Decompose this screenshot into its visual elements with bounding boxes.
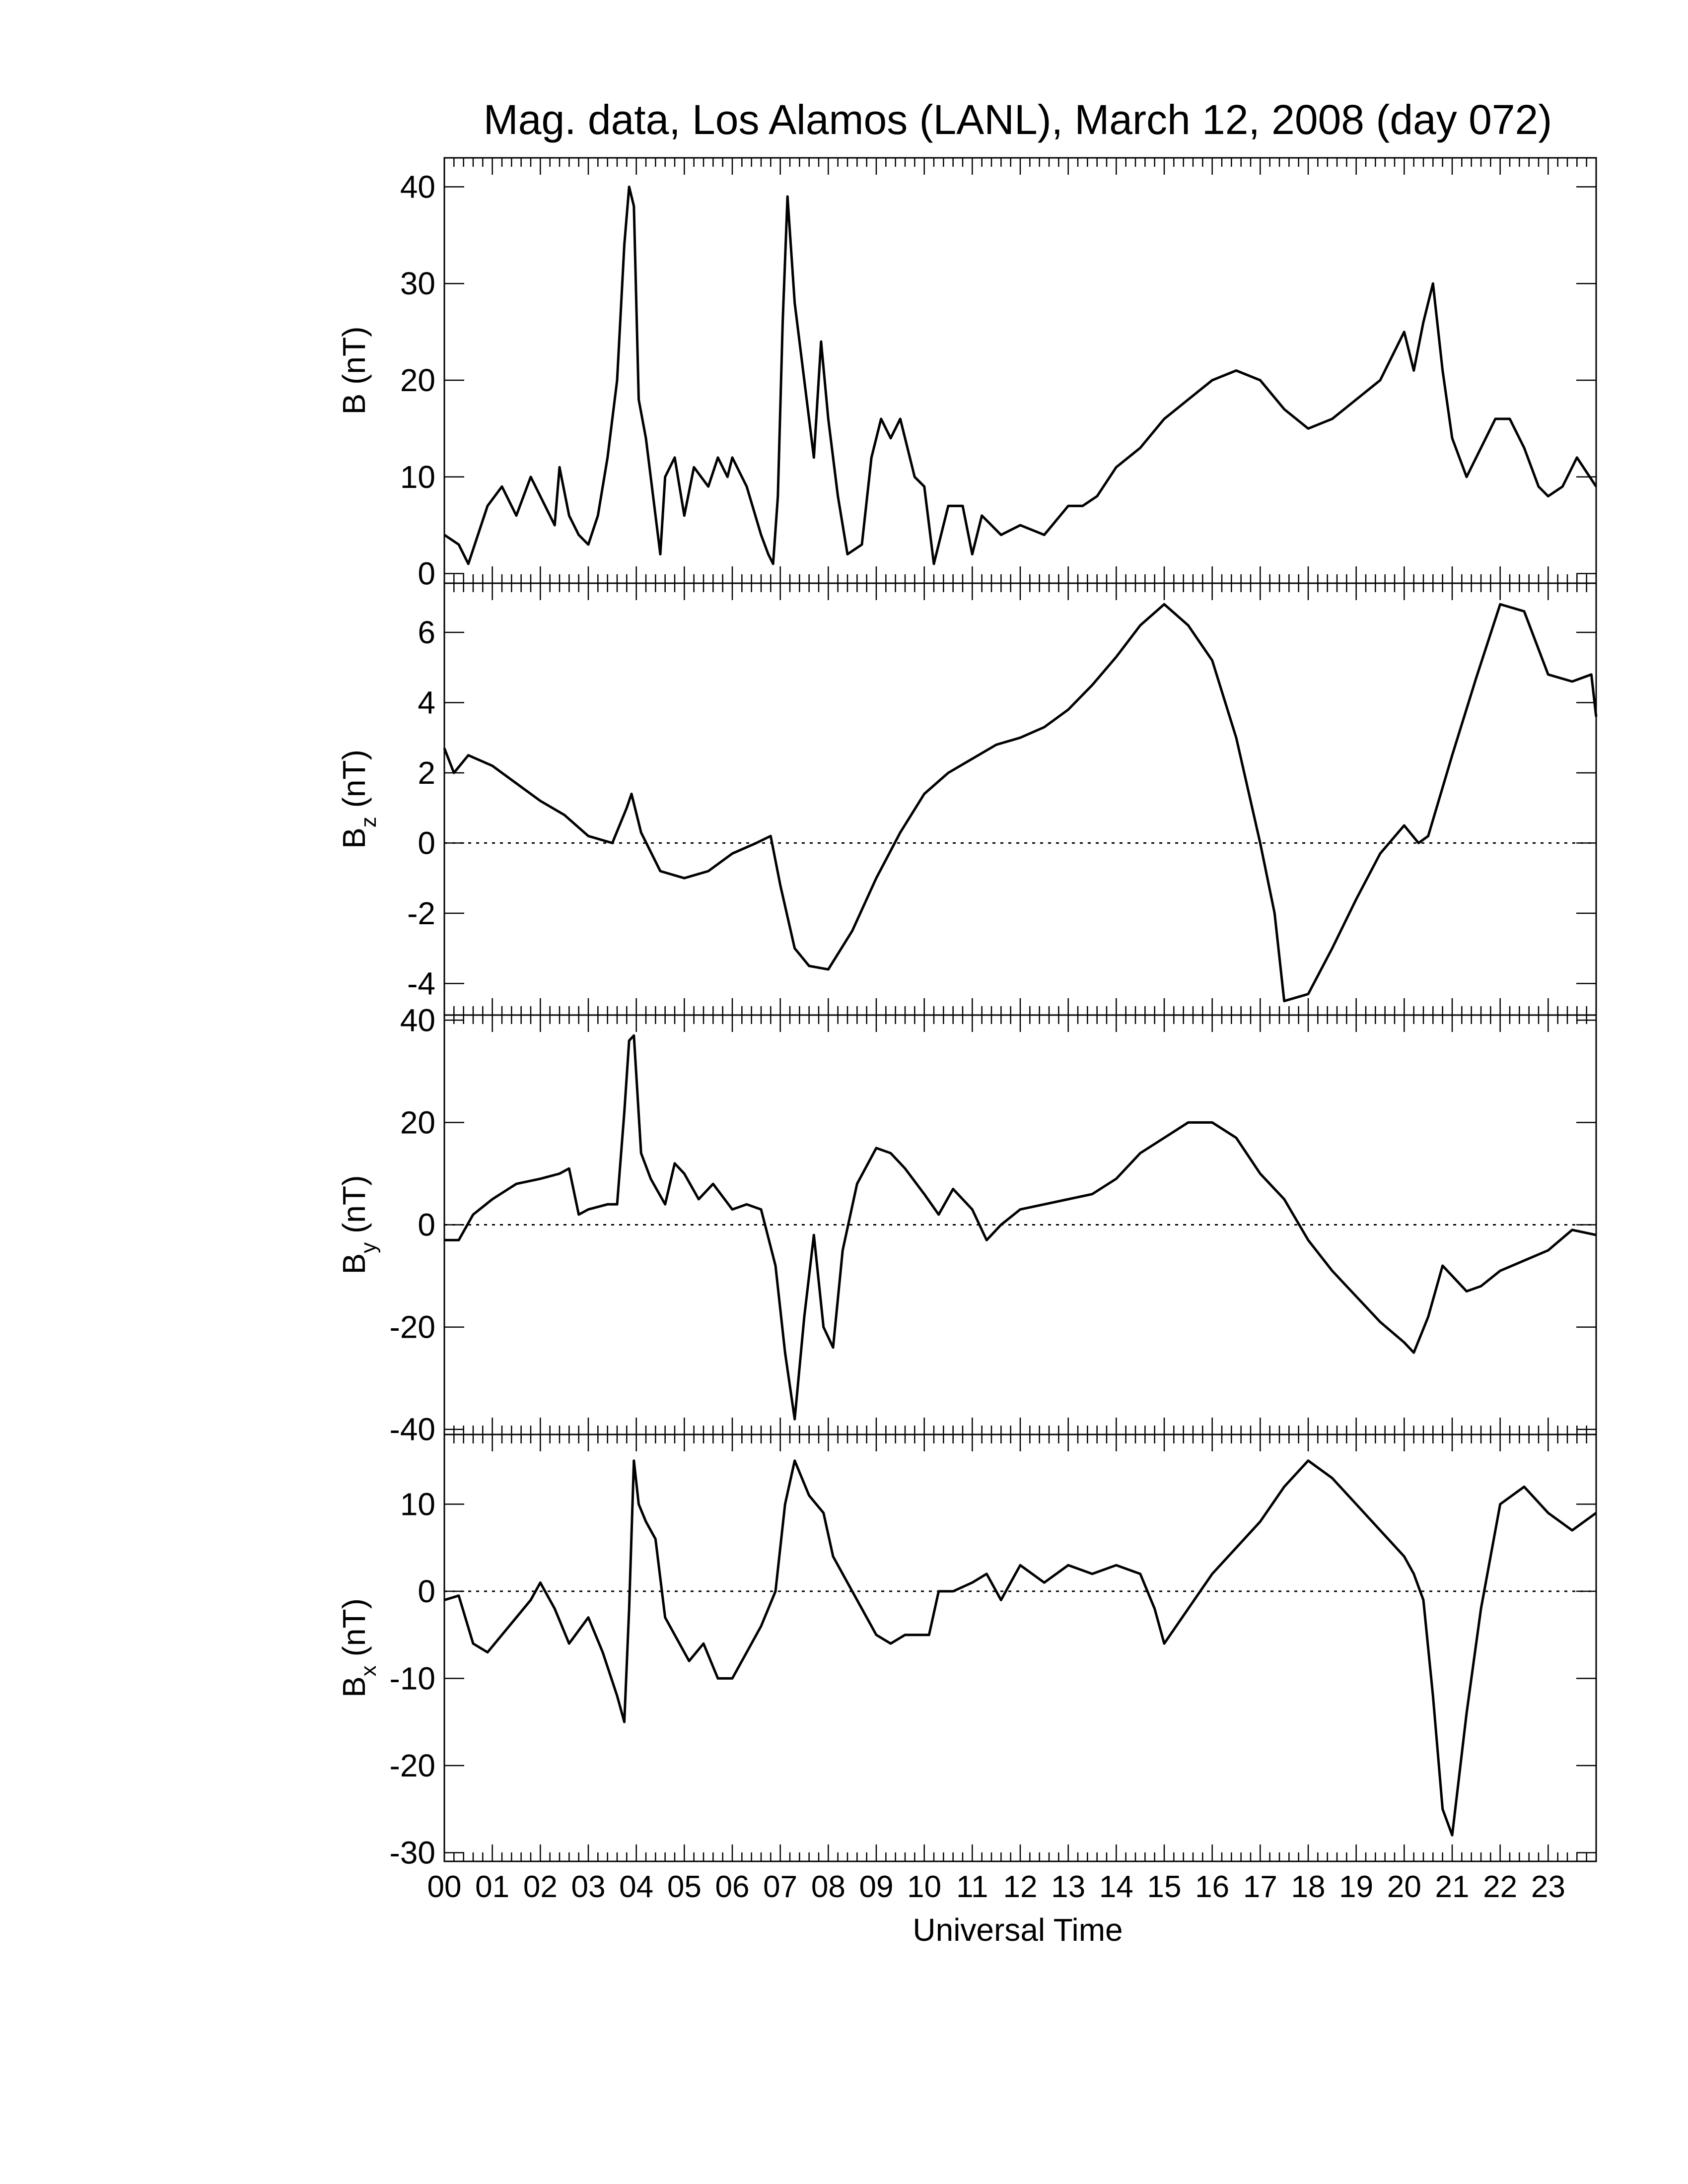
y-axis-label-main: B [336, 1676, 372, 1698]
x-tick-label: 09 [859, 1870, 894, 1904]
x-tick-label: 20 [1387, 1870, 1421, 1904]
y-axis-label-subscript: x [356, 1665, 381, 1676]
y-tick-label: -2 [407, 895, 435, 931]
y-axis-label-subscript: z [356, 817, 381, 827]
x-tick-label: 17 [1243, 1870, 1277, 1904]
x-tick-label: 21 [1435, 1870, 1470, 1904]
x-tick-label: 05 [667, 1870, 702, 1904]
x-tick-label: 08 [811, 1870, 845, 1904]
x-axis-label: Universal Time [913, 1912, 1123, 1948]
x-tick-label: 11 [956, 1870, 988, 1904]
panel-2: -4 -2 0 2 4 6 Bz (nT) [336, 582, 1598, 1016]
x-tick-label: 12 [1003, 1870, 1038, 1904]
y-axis-label: By (nT) [336, 1175, 381, 1275]
x-tick-labels: 00 01 02 03 04 05 06 07 08 09 10 11 12 13 14 15 16 17 18 19… [427, 1870, 1565, 1904]
x-tick-label: 15 [1147, 1870, 1182, 1904]
x-tick-label: 13 [1051, 1870, 1085, 1904]
y-tick-label: 0 [418, 1573, 435, 1609]
x-tick-label: 18 [1291, 1870, 1326, 1904]
y-tick-label: 10 [400, 1486, 435, 1522]
y-tick-label: -20 [390, 1309, 436, 1345]
x-tick-label: 03 [571, 1870, 606, 1904]
x-tick-label: 14 [1099, 1870, 1133, 1904]
x-tick-label: 04 [619, 1870, 653, 1904]
y-tick-label: 40 [400, 169, 435, 205]
series-line [444, 1034, 1597, 1421]
panel-4: -30 -20 -10 0 10 Bx (nT) [336, 1433, 1597, 1870]
series-line [444, 1459, 1597, 1837]
x-tick-label: 06 [715, 1870, 750, 1904]
y-axis-label-subscript: y [356, 1242, 381, 1253]
y-tick-label: 2 [418, 755, 435, 791]
y-tick-label: 0 [418, 1207, 435, 1243]
chart-title: Mag. data, Los Alamos (LANL), March 12, … [484, 96, 1552, 143]
y-axis-label-main: B [336, 1253, 372, 1275]
x-tick-label: 00 [427, 1870, 462, 1904]
panel-3: -40 -20 0 20 40 By (nT) [336, 1002, 1597, 1447]
panel-1: 0 10 20 30 40 B (nT) [336, 157, 1598, 592]
x-tick-label: 23 [1531, 1870, 1565, 1904]
y-axis-label-unit: (nT) [336, 750, 372, 817]
y-tick-label: -4 [407, 965, 435, 1001]
x-tick-label: 02 [523, 1870, 558, 1904]
x-tick-label: 16 [1195, 1870, 1229, 1904]
y-axis-label: B (nT) [336, 327, 372, 415]
y-tick-label: -20 [390, 1748, 436, 1783]
y-tick-label: -30 [390, 1835, 436, 1870]
y-tick-label: 40 [400, 1002, 435, 1038]
y-tick-label: 10 [400, 459, 435, 495]
y-tick-label: 30 [400, 266, 435, 301]
y-tick-label: 0 [418, 825, 435, 861]
series-line [443, 603, 1598, 1003]
series-line [443, 185, 1598, 565]
y-axis-label-main: B [336, 827, 372, 849]
x-tick-label: 07 [763, 1870, 797, 1904]
y-tick-label: 4 [418, 684, 435, 720]
y-tick-label: 0 [418, 556, 435, 592]
x-tick-label: 19 [1339, 1870, 1373, 1904]
y-tick-label: 6 [418, 614, 435, 650]
y-axis-label-unit: (nT) [336, 1175, 372, 1242]
y-axis-label-unit: (nT) [336, 1598, 372, 1665]
x-tick-label: 01 [475, 1870, 509, 1904]
y-axis-label-main: B [336, 394, 372, 415]
x-tick-label: 10 [907, 1870, 941, 1904]
y-tick-label: 20 [400, 1104, 435, 1140]
y-axis-label-unit: (nT) [336, 327, 372, 394]
y-tick-label: -40 [390, 1412, 436, 1447]
y-axis-label: Bx (nT) [336, 1598, 381, 1698]
y-axis-label: Bz (nT) [336, 750, 381, 849]
x-tick-label: 22 [1483, 1870, 1517, 1904]
y-tick-label: -10 [390, 1660, 436, 1696]
y-tick-label: 20 [400, 362, 435, 398]
